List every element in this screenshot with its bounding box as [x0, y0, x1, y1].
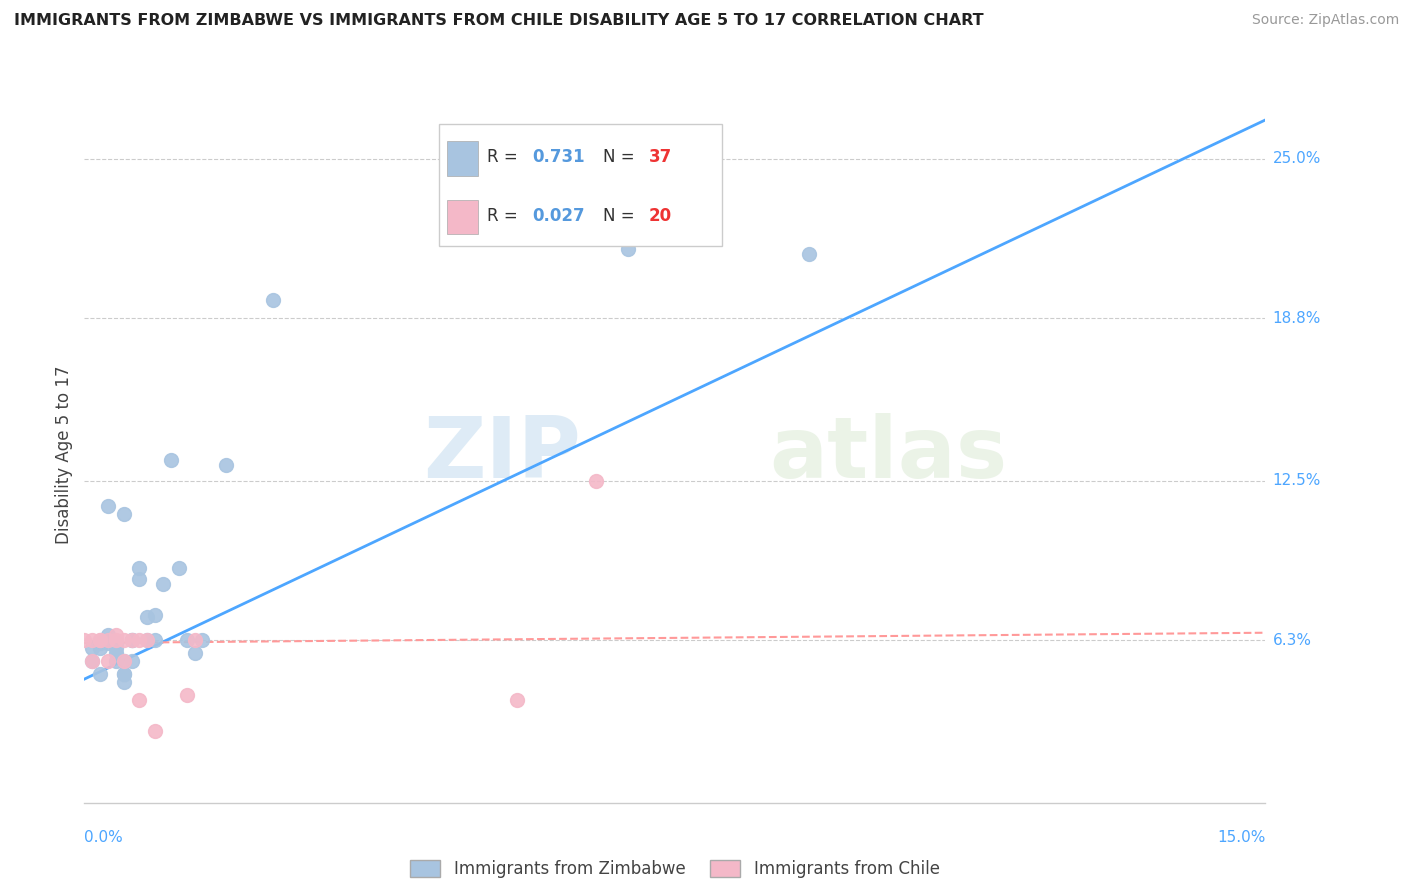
- Point: [136, 633, 159, 648]
- Y-axis label: Disability Age 5 to 17: Disability Age 5 to 17: [55, 366, 73, 544]
- Point: [97, 628, 120, 642]
- Point: [121, 633, 143, 648]
- Point: [128, 572, 150, 586]
- Point: [121, 633, 143, 648]
- Point: [82, 641, 104, 656]
- Point: [104, 633, 127, 648]
- Point: [73, 633, 96, 648]
- Point: [112, 507, 135, 521]
- Text: N =: N =: [603, 148, 640, 166]
- Point: [82, 654, 104, 668]
- Point: [176, 633, 198, 648]
- Text: 15.0%: 15.0%: [1218, 830, 1265, 845]
- Point: [585, 474, 607, 488]
- Point: [89, 633, 111, 648]
- Point: [97, 500, 120, 514]
- Point: [97, 636, 120, 650]
- Point: [183, 646, 205, 660]
- Text: IMMIGRANTS FROM ZIMBABWE VS IMMIGRANTS FROM CHILE DISABILITY AGE 5 TO 17 CORRELA: IMMIGRANTS FROM ZIMBABWE VS IMMIGRANTS F…: [14, 13, 984, 29]
- Bar: [447, 142, 478, 176]
- Text: R =: R =: [486, 207, 523, 225]
- Text: 37: 37: [648, 148, 672, 166]
- Point: [97, 654, 120, 668]
- Text: ZIP: ZIP: [423, 413, 581, 497]
- Text: N =: N =: [603, 207, 640, 225]
- Point: [112, 654, 135, 668]
- Point: [160, 453, 183, 467]
- Text: 12.5%: 12.5%: [1272, 473, 1320, 488]
- Point: [82, 633, 104, 648]
- Point: [183, 633, 205, 648]
- Point: [143, 633, 166, 648]
- Text: 0.027: 0.027: [533, 207, 585, 225]
- Point: [104, 646, 127, 660]
- Point: [89, 667, 111, 681]
- Point: [121, 633, 143, 648]
- Text: 6.3%: 6.3%: [1272, 633, 1312, 648]
- Point: [152, 576, 174, 591]
- Text: 0.0%: 0.0%: [84, 830, 124, 845]
- Point: [112, 633, 135, 648]
- Text: atlas: atlas: [769, 413, 1008, 497]
- Point: [215, 458, 238, 473]
- Point: [136, 633, 159, 648]
- Point: [82, 654, 104, 668]
- Text: R =: R =: [486, 148, 523, 166]
- Text: 0.731: 0.731: [533, 148, 585, 166]
- Point: [112, 654, 135, 668]
- Point: [143, 607, 166, 622]
- Text: 20: 20: [648, 207, 672, 225]
- Point: [143, 723, 166, 738]
- Point: [191, 633, 214, 648]
- Point: [104, 636, 127, 650]
- Point: [97, 633, 120, 648]
- Point: [167, 561, 190, 575]
- Point: [121, 654, 143, 668]
- Point: [112, 667, 135, 681]
- Point: [112, 667, 135, 681]
- FancyBboxPatch shape: [439, 124, 723, 246]
- Point: [128, 633, 150, 648]
- Point: [128, 692, 150, 706]
- Point: [89, 641, 111, 656]
- Text: 25.0%: 25.0%: [1272, 151, 1320, 166]
- Point: [89, 636, 111, 650]
- Text: Source: ZipAtlas.com: Source: ZipAtlas.com: [1251, 13, 1399, 28]
- Legend: Immigrants from Zimbabwe, Immigrants from Chile: Immigrants from Zimbabwe, Immigrants fro…: [404, 854, 946, 885]
- Point: [89, 633, 111, 648]
- Point: [104, 654, 127, 668]
- Point: [797, 247, 820, 261]
- Point: [176, 688, 198, 702]
- Point: [506, 692, 529, 706]
- Point: [262, 293, 284, 308]
- Point: [136, 610, 159, 624]
- Text: 18.8%: 18.8%: [1272, 310, 1320, 326]
- Point: [104, 628, 127, 642]
- Point: [112, 674, 135, 689]
- Point: [97, 633, 120, 648]
- Point: [104, 641, 127, 656]
- Point: [616, 242, 638, 256]
- Point: [128, 561, 150, 575]
- Bar: [447, 200, 478, 234]
